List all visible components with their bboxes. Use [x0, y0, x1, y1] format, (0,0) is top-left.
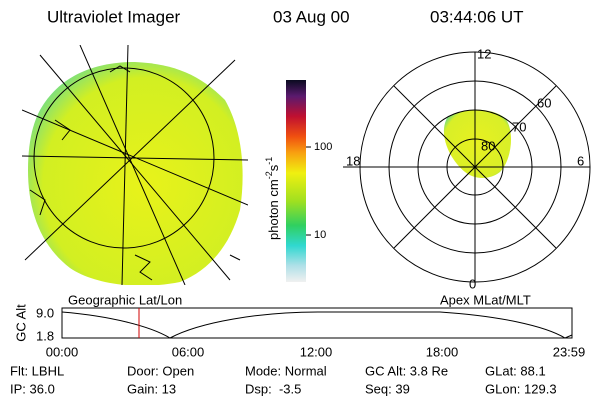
- status-field: Gain: 13: [127, 381, 176, 396]
- status-field: GLon: 129.3: [485, 381, 557, 396]
- x-label: 18:00: [426, 344, 459, 359]
- x-label: 00:00: [46, 344, 79, 359]
- y-label: 9.0: [36, 305, 54, 320]
- x-label: 12:00: [300, 344, 333, 359]
- x-label: 23:59: [553, 344, 586, 359]
- hour-label: 12: [477, 46, 491, 61]
- exponent: -2: [264, 171, 274, 179]
- polar-plot: [343, 51, 591, 283]
- date: 03 Aug 00: [273, 7, 350, 26]
- x-label: 06:00: [172, 344, 205, 359]
- colorbar-tick: 100: [314, 141, 332, 153]
- hour-label: 0: [469, 276, 476, 291]
- hour-label: 6: [577, 153, 584, 168]
- exponent: -1: [264, 157, 274, 165]
- status-field: Door: Open: [127, 363, 194, 378]
- colorbar: [286, 80, 306, 282]
- status-field: Dsp: -3.5: [245, 381, 301, 396]
- footer: Flt: LBHL Door: Open Mode: Normal GC Alt: 3…: [10, 363, 557, 396]
- status-field: GLat: 88.1: [485, 363, 546, 378]
- colorbar-tick: 10: [314, 229, 326, 241]
- unit: photon cm: [266, 179, 281, 240]
- status-field: Flt: LBHL: [10, 363, 64, 378]
- status-field: Mode: Normal: [245, 363, 327, 378]
- status-field: IP: 36.0: [10, 381, 55, 396]
- timeline-axis-label: GC Alt: [13, 304, 28, 342]
- time: 03:44:06 UT: [430, 7, 524, 26]
- lat-label: 70: [512, 119, 526, 134]
- polar-label: Apex MLat/MLT: [440, 292, 531, 307]
- y-label: 1.8: [36, 328, 54, 343]
- lat-label: 60: [537, 95, 551, 110]
- lat-label: 80: [481, 138, 495, 153]
- altitude-curve: [61, 311, 573, 339]
- colorbar-label: photon cm-2s-1: [264, 157, 281, 240]
- earth-image: [22, 45, 248, 285]
- status-field: GC Alt: 3.8 Re: [365, 363, 448, 378]
- unit: s: [266, 164, 281, 171]
- hour-label: 18: [346, 153, 360, 168]
- geographic-label: Geographic Lat/Lon: [68, 292, 182, 307]
- title: Ultraviolet Imager: [47, 7, 181, 26]
- timeline-frame: [61, 307, 573, 339]
- status-field: Seq: 39: [365, 381, 410, 396]
